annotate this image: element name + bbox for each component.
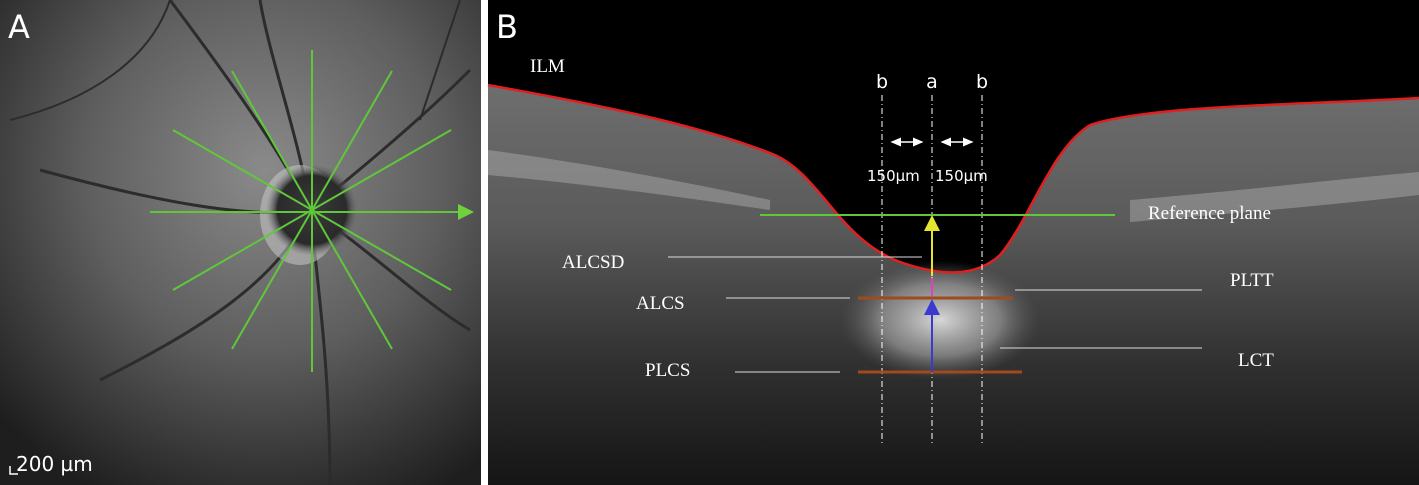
- alcs-label: ALCS: [636, 293, 685, 314]
- panel-a: A 200 µm: [0, 0, 481, 485]
- ilm-line: [487, 83, 1419, 274]
- reference-plane-label: Reference plane: [1148, 203, 1271, 224]
- rpe-right: [1130, 172, 1419, 222]
- scale-bar-label: 200 µm: [16, 452, 93, 476]
- fundus-image: [0, 0, 481, 485]
- distance-label: 150µm: [935, 167, 988, 185]
- rpe-left: [488, 150, 770, 210]
- plcs-label: PLCS: [645, 360, 690, 381]
- position-label: b: [976, 71, 988, 93]
- position-label: a: [926, 71, 938, 93]
- lamina-cribrosa: [840, 260, 1040, 380]
- scan-lines: [150, 50, 474, 372]
- ilm-label: ILM: [530, 56, 565, 77]
- scale-corner: [9, 466, 18, 475]
- alcsd-label: ALCSD: [562, 252, 624, 273]
- panel-b: B ILM b a b 150µm 150µm Reference plane …: [487, 0, 1419, 485]
- lct-label: LCT: [1238, 350, 1274, 371]
- panel-label: A: [8, 8, 30, 46]
- leader-lines: [668, 256, 1202, 373]
- panel-label: B: [496, 8, 518, 46]
- distance-label: 150µm: [867, 167, 920, 185]
- pltt-label: PLTT: [1230, 270, 1274, 291]
- position-label: b: [876, 71, 888, 93]
